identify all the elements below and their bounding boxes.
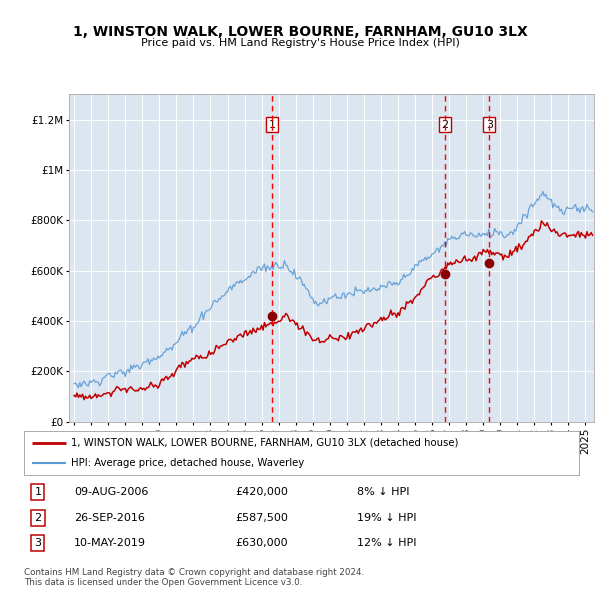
Text: 19% ↓ HPI: 19% ↓ HPI <box>357 513 416 523</box>
Text: 2: 2 <box>441 120 448 130</box>
Text: 26-SEP-2016: 26-SEP-2016 <box>74 513 145 523</box>
Text: 09-AUG-2006: 09-AUG-2006 <box>74 487 148 497</box>
Text: HPI: Average price, detached house, Waverley: HPI: Average price, detached house, Wave… <box>71 458 304 468</box>
Text: 2: 2 <box>34 513 41 523</box>
Text: £630,000: £630,000 <box>235 538 287 548</box>
Text: 10-MAY-2019: 10-MAY-2019 <box>74 538 146 548</box>
Text: 8% ↓ HPI: 8% ↓ HPI <box>357 487 409 497</box>
Text: 3: 3 <box>486 120 493 130</box>
Text: 1, WINSTON WALK, LOWER BOURNE, FARNHAM, GU10 3LX: 1, WINSTON WALK, LOWER BOURNE, FARNHAM, … <box>73 25 527 39</box>
Text: Price paid vs. HM Land Registry's House Price Index (HPI): Price paid vs. HM Land Registry's House … <box>140 38 460 48</box>
Text: 1, WINSTON WALK, LOWER BOURNE, FARNHAM, GU10 3LX (detached house): 1, WINSTON WALK, LOWER BOURNE, FARNHAM, … <box>71 438 458 448</box>
Text: 3: 3 <box>34 538 41 548</box>
Text: Contains HM Land Registry data © Crown copyright and database right 2024.
This d: Contains HM Land Registry data © Crown c… <box>24 568 364 587</box>
Text: 1: 1 <box>268 120 275 130</box>
Text: 12% ↓ HPI: 12% ↓ HPI <box>357 538 416 548</box>
Text: 1: 1 <box>34 487 41 497</box>
Text: £587,500: £587,500 <box>235 513 288 523</box>
Text: £420,000: £420,000 <box>235 487 288 497</box>
